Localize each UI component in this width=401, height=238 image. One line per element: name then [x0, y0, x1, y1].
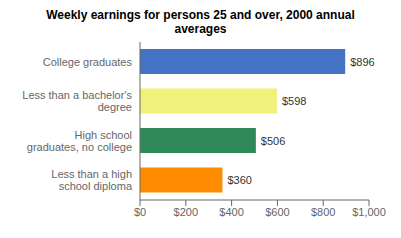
svg-text:$800: $800 — [311, 206, 335, 218]
svg-text:$0: $0 — [134, 206, 146, 218]
svg-text:$1,000: $1,000 — [352, 206, 386, 218]
svg-text:$200: $200 — [174, 206, 198, 218]
svg-text:$598: $598 — [282, 95, 306, 107]
svg-text:$360: $360 — [227, 174, 251, 186]
svg-text:$400: $400 — [219, 206, 243, 218]
svg-text:$896: $896 — [350, 56, 374, 68]
svg-text:Less than a bachelor'sdegree: Less than a bachelor'sdegree — [22, 89, 132, 113]
svg-text:College graduates: College graduates — [43, 56, 133, 68]
svg-text:$506: $506 — [261, 135, 285, 147]
svg-text:$600: $600 — [265, 206, 289, 218]
html-text:Weekly earnings for persons 25: Weekly earnings for persons 25 and over,… — [46, 8, 355, 36]
svg-text:Less than a highschool diploma: Less than a highschool diploma — [51, 168, 133, 192]
svg-text:High schoolgraduates, no colle: High schoolgraduates, no college — [27, 129, 132, 153]
